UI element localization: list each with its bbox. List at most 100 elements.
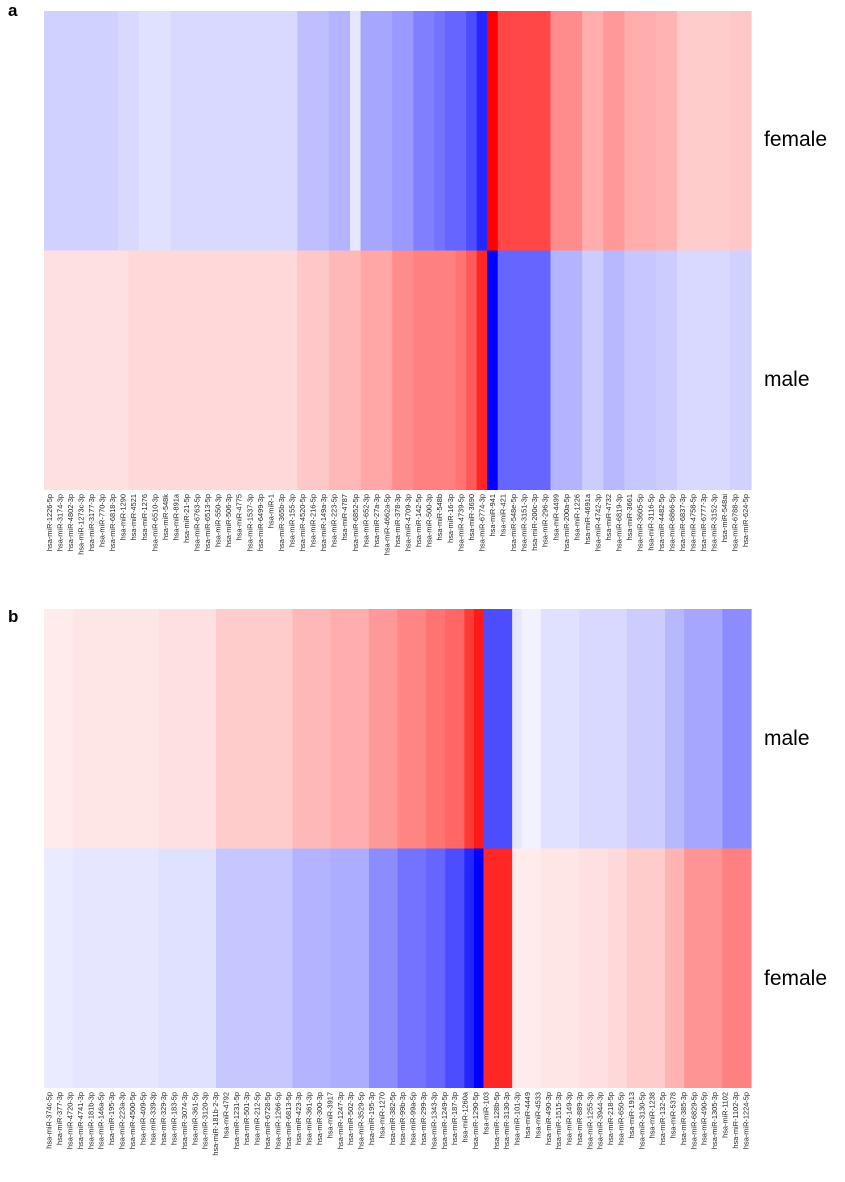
heatmap-cell bbox=[54, 250, 66, 490]
heatmap-cell bbox=[215, 848, 227, 1088]
x-tick-label: hsa-miR-421 bbox=[499, 494, 508, 536]
x-tick-label: hsa-miR-377-3p bbox=[55, 1092, 64, 1145]
heatmap-cell bbox=[729, 250, 742, 490]
heatmap-cell bbox=[360, 11, 372, 251]
heatmap-cell bbox=[44, 609, 55, 849]
x-tick-label: hsa-miR-1238 bbox=[648, 1092, 657, 1138]
x-tick-label: hsa-miR-296-3p bbox=[541, 494, 550, 547]
x-tick-label: hsa-miR-1343-3p bbox=[429, 1092, 438, 1149]
heatmap-cell bbox=[265, 250, 277, 490]
heatmap-cell bbox=[487, 250, 499, 490]
heatmap-cell bbox=[168, 609, 179, 849]
heatmap-cell bbox=[187, 609, 198, 849]
x-tick-label: hsa-miR-128b-5p bbox=[492, 1092, 501, 1149]
heatmap-cell bbox=[561, 11, 573, 251]
x-tick-label: hsa-miR-1 bbox=[266, 494, 275, 528]
heatmap-cell bbox=[741, 848, 752, 1088]
x-tick-label: hsa-miR-6763-5p bbox=[193, 494, 202, 551]
heatmap-cell bbox=[588, 609, 599, 849]
heatmap-cell bbox=[101, 609, 112, 849]
x-tick-label: hsa-miR-4792 bbox=[221, 1092, 230, 1138]
heatmap-cell bbox=[360, 250, 372, 490]
heatmap-cell bbox=[712, 848, 723, 1088]
panel-a-row-label-2: male bbox=[764, 368, 810, 391]
x-tick-label: hsa-miR-3917 bbox=[325, 1092, 334, 1138]
heatmap-cell bbox=[645, 609, 657, 849]
heatmap-cell bbox=[96, 11, 108, 251]
heatmap-cell bbox=[693, 848, 704, 1088]
heatmap-cell bbox=[292, 609, 303, 849]
heatmap-cell bbox=[634, 250, 647, 490]
x-tick-label: hsa-miR-6774-3p bbox=[477, 494, 486, 551]
x-tick-label: hsa-miR-1247-3p bbox=[336, 1092, 345, 1149]
x-tick-label: hsa-miR-6499-3p bbox=[256, 494, 265, 551]
heatmap-cell bbox=[191, 11, 203, 251]
heatmap-cell bbox=[645, 11, 657, 251]
x-tick-label: hsa-miR-6837-3p bbox=[678, 494, 687, 551]
x-tick-label: hsa-miR-409-5p bbox=[138, 1092, 147, 1145]
x-tick-label: hsa-miR-149a-3p bbox=[319, 494, 328, 551]
heatmap-cell bbox=[407, 609, 418, 849]
x-tick-label: hsa-miR-223-5p bbox=[330, 494, 339, 547]
heatmap-cell bbox=[368, 848, 379, 1088]
x-tick-label: hsa-miR-300-3p bbox=[315, 1092, 324, 1145]
heatmap-cell bbox=[666, 11, 678, 251]
heatmap-cell bbox=[318, 11, 330, 251]
heatmap-cell bbox=[502, 848, 513, 1088]
heatmap-cell bbox=[529, 250, 541, 490]
heatmap-cell bbox=[645, 848, 657, 1088]
x-tick-label: hsa-miR-149-3p bbox=[565, 1092, 574, 1145]
heatmap-cell bbox=[255, 250, 267, 490]
x-tick-label: hsa-miR-548b bbox=[435, 494, 444, 540]
x-tick-label: hsa-miR-329-3p bbox=[159, 1092, 168, 1145]
heatmap-cell bbox=[698, 250, 710, 490]
x-tick-label: hsa-miR-21-5p bbox=[182, 494, 191, 543]
heatmap-cell bbox=[402, 250, 414, 490]
heatmap-cell bbox=[539, 250, 552, 490]
heatmap-cell bbox=[521, 609, 532, 849]
heatmap-cell bbox=[473, 609, 485, 849]
x-tick-label: hsa-miR-361-3p bbox=[305, 1092, 314, 1145]
heatmap-cell bbox=[254, 609, 265, 849]
x-tick-label: hsa-miR-27a-3p bbox=[372, 494, 381, 547]
x-tick-label: hsa-miR-4482-5p bbox=[657, 494, 666, 551]
panel-a-letter: a bbox=[8, 1, 18, 20]
heatmap-cell bbox=[255, 11, 267, 251]
heatmap-cell bbox=[708, 11, 720, 251]
x-tick-label: hsa-miR-4500-5p bbox=[128, 1092, 137, 1149]
x-tick-label: hsa-miR-770-3p bbox=[98, 494, 107, 547]
x-tick-label: hsa-miR-550-3p bbox=[214, 494, 223, 547]
heatmap-cell bbox=[265, 11, 277, 251]
x-tick-label: hsa-miR-3529-5p bbox=[357, 1092, 366, 1149]
heatmap-cell bbox=[550, 11, 562, 251]
heatmap-cell bbox=[63, 848, 74, 1088]
heatmap-cell bbox=[626, 609, 637, 849]
x-tick-label: hsa-miR-1231-5p bbox=[232, 1092, 241, 1149]
x-tick-label: hsa-miR-490-3p bbox=[544, 1092, 553, 1145]
x-tick-label: hsa-miR-212-5p bbox=[253, 1092, 262, 1145]
x-tick-label: hsa-miR-183-5p bbox=[169, 1092, 178, 1145]
x-tick-label: hsa-miR-1290-5p bbox=[471, 1092, 480, 1149]
x-tick-label: hsa-miR-181b-3p bbox=[86, 1092, 95, 1149]
heatmap-cell bbox=[512, 609, 523, 849]
heatmap-cell bbox=[677, 250, 689, 490]
x-tick-label: hsa-miR-187-3p bbox=[450, 1092, 459, 1145]
heatmap-cell bbox=[483, 609, 494, 849]
heatmap-cell bbox=[212, 11, 224, 251]
heatmap-cell bbox=[139, 609, 150, 849]
x-tick-label: hsa-miR-4775 bbox=[235, 494, 244, 540]
x-tick-label: hsa-miR-4802-3p bbox=[66, 494, 75, 551]
x-tick-label: hsa-miR-624-5p bbox=[741, 494, 750, 547]
x-tick-label: hsa-miR-385-3p bbox=[679, 1092, 688, 1145]
heatmap-cell bbox=[170, 11, 182, 251]
heatmap-cell bbox=[387, 609, 399, 849]
x-tick-label: hsa-miR-195-3p bbox=[107, 1092, 116, 1145]
heatmap-cell bbox=[96, 250, 108, 490]
heatmap-cell bbox=[129, 609, 141, 849]
x-tick-label: hsa-miR-4741-3p bbox=[76, 1092, 85, 1149]
x-tick-label: hsa-miR-4742-3p bbox=[593, 494, 602, 551]
heatmap-cell bbox=[235, 609, 246, 849]
heatmap-cell bbox=[158, 609, 169, 849]
x-tick-label: hsa-miR-1276 bbox=[140, 494, 149, 540]
heatmap-cell bbox=[607, 848, 618, 1088]
